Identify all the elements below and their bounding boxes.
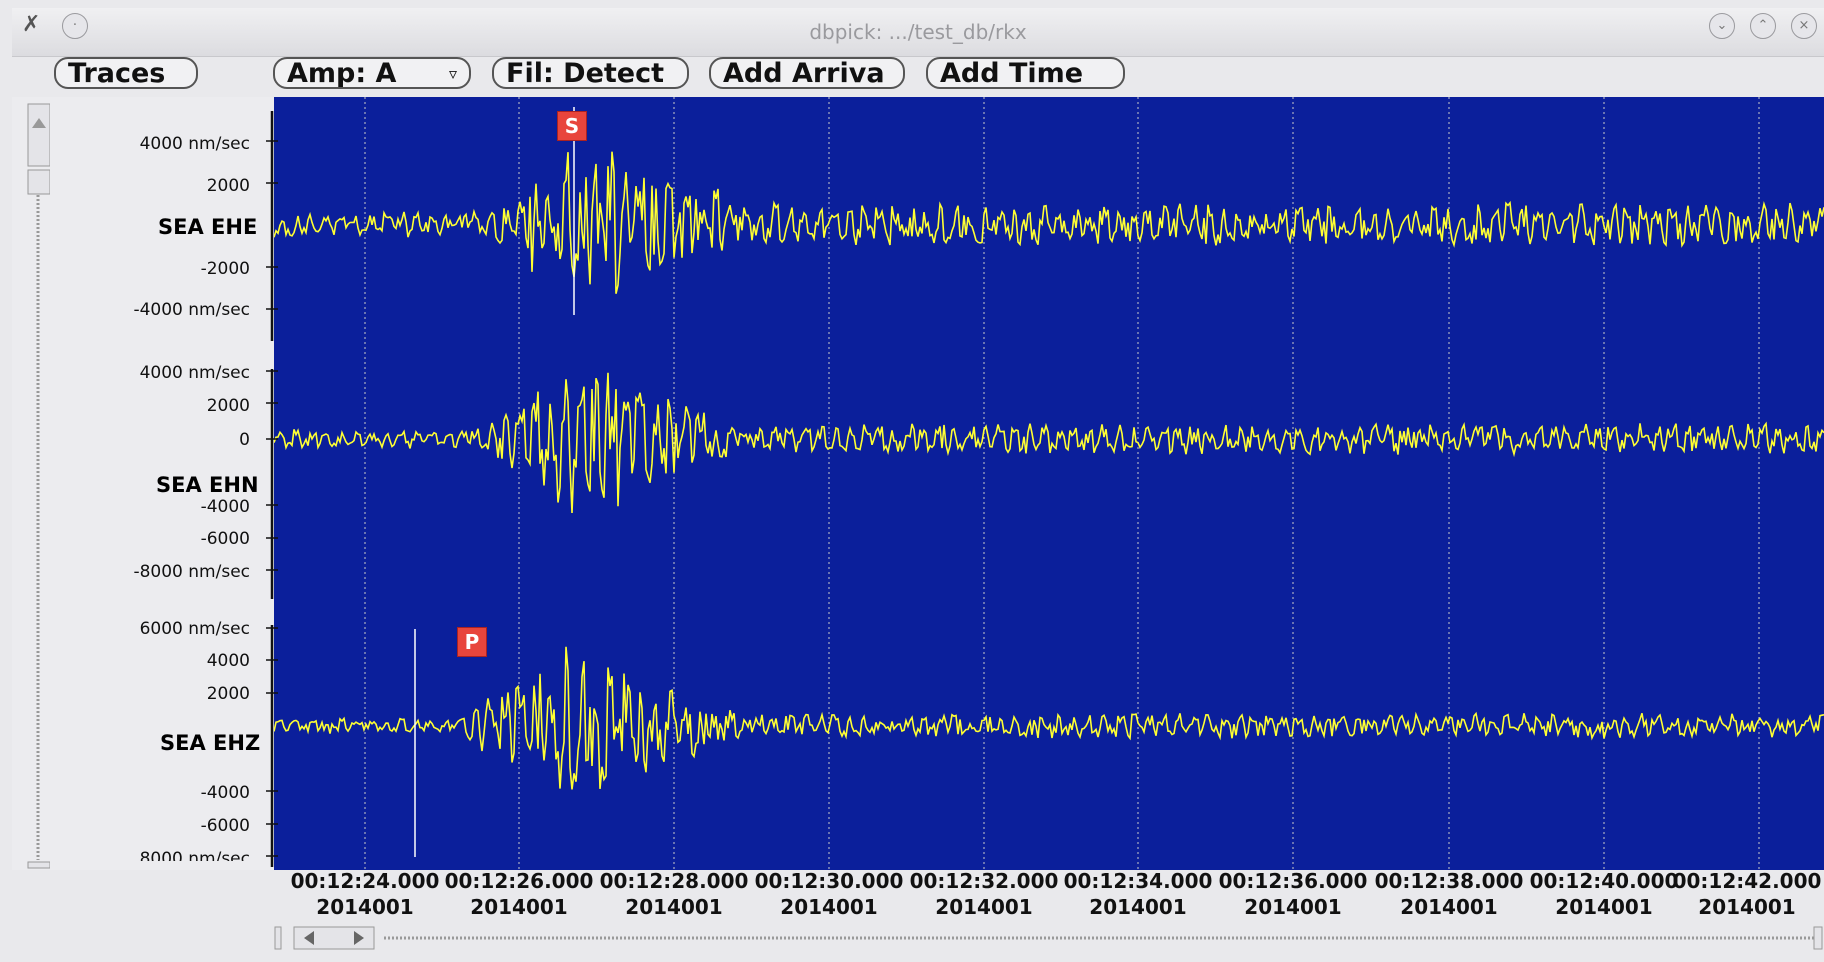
s-pick-flag[interactable]: S	[557, 111, 587, 141]
window-title: dbpick: .../test_db/rkx	[809, 20, 1027, 44]
time-tick-time: 00:12:30.000	[754, 869, 904, 893]
time-tick-label: 00:12:36.000 2014001	[1218, 868, 1368, 920]
tick-label: -6000	[200, 529, 250, 549]
dropdown-arrow-icon: ▿	[448, 64, 457, 83]
time-tick-day: 2014001	[1089, 895, 1187, 919]
maximize-button[interactable]: ⌃	[1750, 13, 1776, 39]
tick-label: 2000	[206, 396, 250, 416]
time-tick-label: 00:12:42.000 2014001	[1672, 868, 1822, 920]
waveform-trace-1	[274, 151, 1824, 294]
time-tick-time: 00:12:42.000	[1672, 869, 1822, 893]
time-tick-label: 00:12:38.000 2014001	[1374, 868, 1524, 920]
tick-label: -4000	[200, 497, 250, 517]
time-tick-time: 00:12:36.000	[1218, 869, 1368, 893]
tick-label: -6000	[200, 816, 250, 836]
tick-label: 2000	[206, 684, 250, 704]
tick-label: -4000	[200, 783, 250, 803]
add-arrival-button[interactable]: Add Arriva	[709, 57, 905, 89]
time-tick-label: 00:12:26.000 2014001	[444, 868, 594, 920]
vertical-scrollbar[interactable]	[26, 100, 50, 870]
tick-label: 4000 nm/sec	[139, 134, 250, 154]
minimize-button[interactable]: ⌄	[1709, 13, 1735, 39]
tick-label: -8000 nm/sec	[133, 562, 250, 582]
time-tick-day: 2014001	[1400, 895, 1498, 919]
window-menu-icon[interactable]: ·	[62, 13, 88, 39]
time-tick-day: 2014001	[470, 895, 568, 919]
amplitude-axes	[266, 111, 278, 867]
time-tick-time: 00:12:24.000	[290, 869, 440, 893]
tick-label: 4000 nm/sec	[139, 363, 250, 383]
horizontal-scrollbar[interactable]	[274, 925, 1824, 951]
traces-button[interactable]: Traces	[54, 57, 198, 89]
time-tick-label: 00:12:24.000 2014001	[290, 868, 440, 920]
tick-label: -4000 nm/sec	[133, 300, 250, 320]
time-tick-label: 00:12:28.000 2014001	[599, 868, 749, 920]
time-tick-label: 00:12:32.000 2014001	[909, 868, 1059, 920]
time-tick-day: 2014001	[780, 895, 878, 919]
trace-label-ehn: SEA EHN	[156, 473, 259, 497]
tick-label: -2000	[200, 259, 250, 279]
filter-menu-button[interactable]: Fil: Detect	[492, 57, 689, 89]
waveform-trace-2	[274, 372, 1824, 514]
time-tick-day: 2014001	[935, 895, 1033, 919]
close-button[interactable]: ×	[1791, 13, 1817, 39]
time-tick-day: 2014001	[625, 895, 723, 919]
time-tick-day: 2014001	[1555, 895, 1653, 919]
tick-label: 2000	[206, 176, 250, 196]
title-bar: dbpick: .../test_db/rkx	[12, 8, 1824, 57]
tick-label: 4000	[206, 651, 250, 671]
tick-label: 8000 nm/sec	[139, 849, 250, 861]
add-time-button[interactable]: Add Time	[926, 57, 1125, 89]
trace-label-ehe: SEA EHE	[158, 215, 258, 239]
time-tick-label: 00:12:30.000 2014001	[754, 868, 904, 920]
time-tick-day: 2014001	[316, 895, 414, 919]
time-tick-day: 2014001	[1244, 895, 1342, 919]
amplitude-label: Amp: A	[287, 58, 397, 89]
time-tick-label: 00:12:34.000 2014001	[1063, 868, 1213, 920]
time-tick-time: 00:12:28.000	[599, 869, 749, 893]
app-icon[interactable]: ✗	[22, 12, 41, 37]
seismogram-plot[interactable]	[274, 97, 1824, 870]
waveform-trace-3	[274, 646, 1824, 790]
time-tick-time: 00:12:34.000	[1063, 869, 1213, 893]
p-pick-flag[interactable]: P	[457, 627, 487, 657]
tick-label: 0	[239, 430, 250, 450]
waveform-canvas[interactable]	[274, 97, 1824, 870]
time-tick-label: 00:12:40.000 2014001	[1529, 868, 1679, 920]
trace-label-ehz: SEA EHZ	[160, 731, 261, 755]
tick-label: 6000 nm/sec	[139, 619, 250, 639]
time-tick-time: 00:12:32.000	[909, 869, 1059, 893]
time-tick-time: 00:12:26.000	[444, 869, 594, 893]
time-tick-day: 2014001	[1698, 895, 1796, 919]
time-tick-time: 00:12:40.000	[1529, 869, 1679, 893]
time-tick-time: 00:12:38.000	[1374, 869, 1524, 893]
amplitude-menu-button[interactable]: Amp: A ▿	[273, 57, 471, 89]
trace-label-pane	[12, 97, 274, 870]
